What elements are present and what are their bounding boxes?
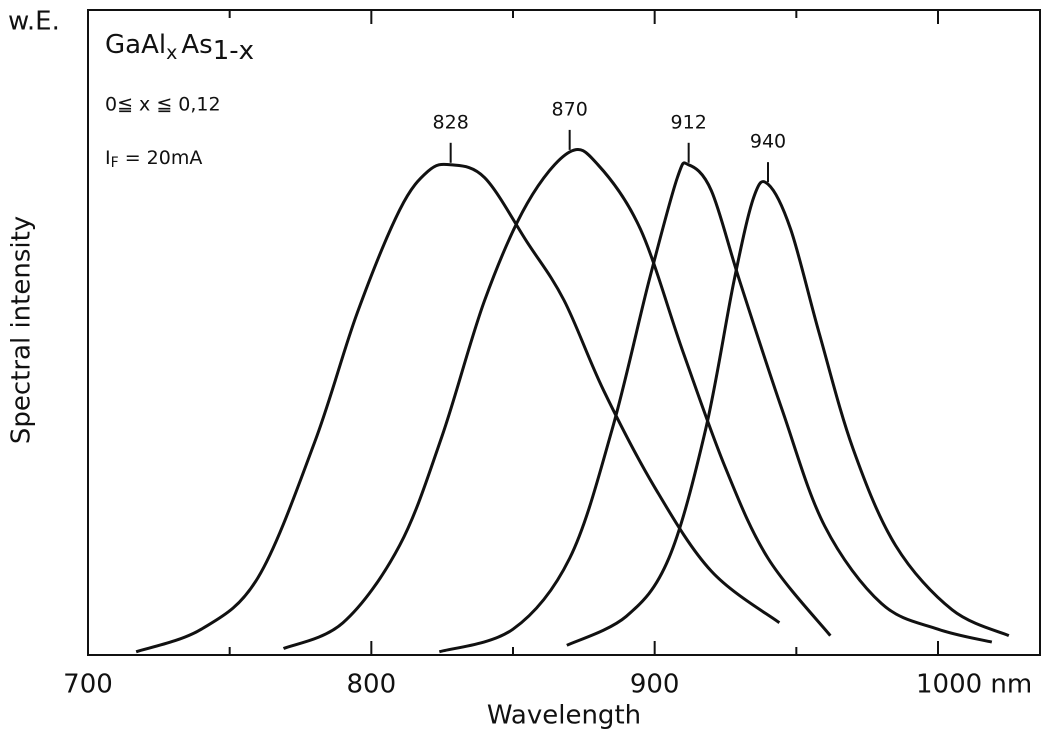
spectrum-curve — [438, 161, 993, 654]
spectrum-curve — [282, 147, 832, 650]
plot-frame — [87, 9, 1041, 656]
x-tick-label: 900 — [630, 670, 680, 700]
note-sub: F — [111, 155, 119, 171]
formula-part: GaAl — [105, 30, 166, 60]
y-unit-label: w.E. — [8, 7, 60, 37]
x-axis-title: Wavelength — [487, 701, 641, 731]
y-axis-title: Spectral intensity — [7, 216, 37, 444]
note-part: I — [105, 147, 111, 169]
spectrum-curve — [135, 162, 781, 654]
x-tick-label: 800 — [347, 670, 397, 700]
note-part: = 20mA — [119, 147, 203, 169]
formula-part: As — [181, 30, 212, 60]
formula-sub: x — [166, 42, 177, 64]
range-note: 0≦ x ≦ 0,12 — [105, 94, 221, 116]
x-tick-label: 700 — [63, 670, 113, 700]
peak-label: 940 — [750, 131, 786, 153]
peak-label: 912 — [671, 111, 707, 133]
x-tick-label: 1000 nm — [916, 670, 1032, 700]
peak-label: 870 — [552, 98, 588, 120]
formula-sub: 1-x — [213, 36, 254, 66]
current-note: IF = 20mA — [105, 147, 202, 172]
formula: GaAlx As1-x — [105, 30, 254, 66]
peak-label: 828 — [433, 111, 469, 133]
spectrum-curve — [566, 180, 1010, 647]
